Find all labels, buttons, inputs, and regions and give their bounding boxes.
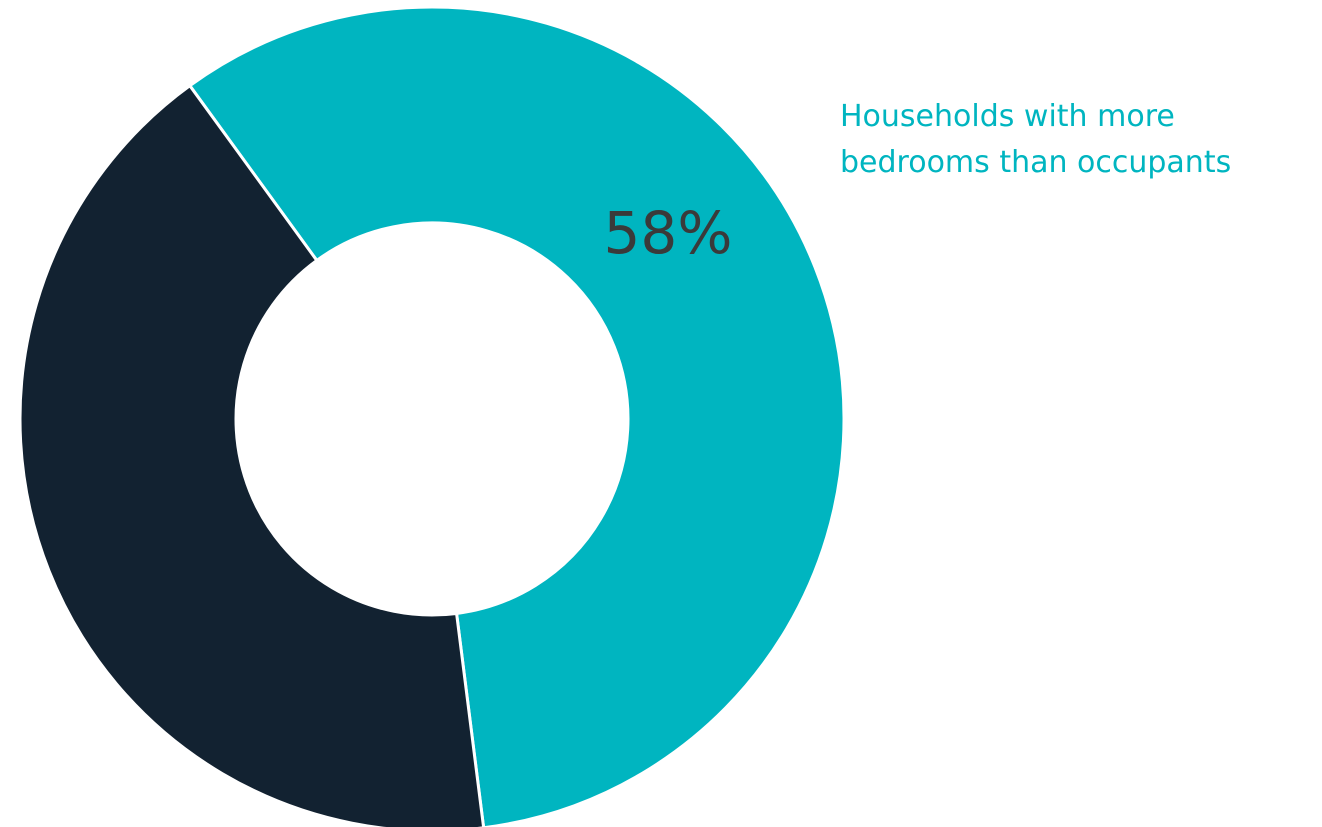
slice-category-label-line-1: Households with more: [840, 99, 1175, 134]
slice-category-label: Households with more bedrooms than occup…: [840, 99, 1231, 180]
slice-value-label: 58%: [604, 199, 733, 267]
donut-slice-1: [18, 83, 486, 827]
donut-slice-0: [187, 5, 846, 827]
slice-category-label-line-2: bedrooms than occupants: [840, 145, 1231, 180]
donut-slices: [18, 5, 846, 827]
